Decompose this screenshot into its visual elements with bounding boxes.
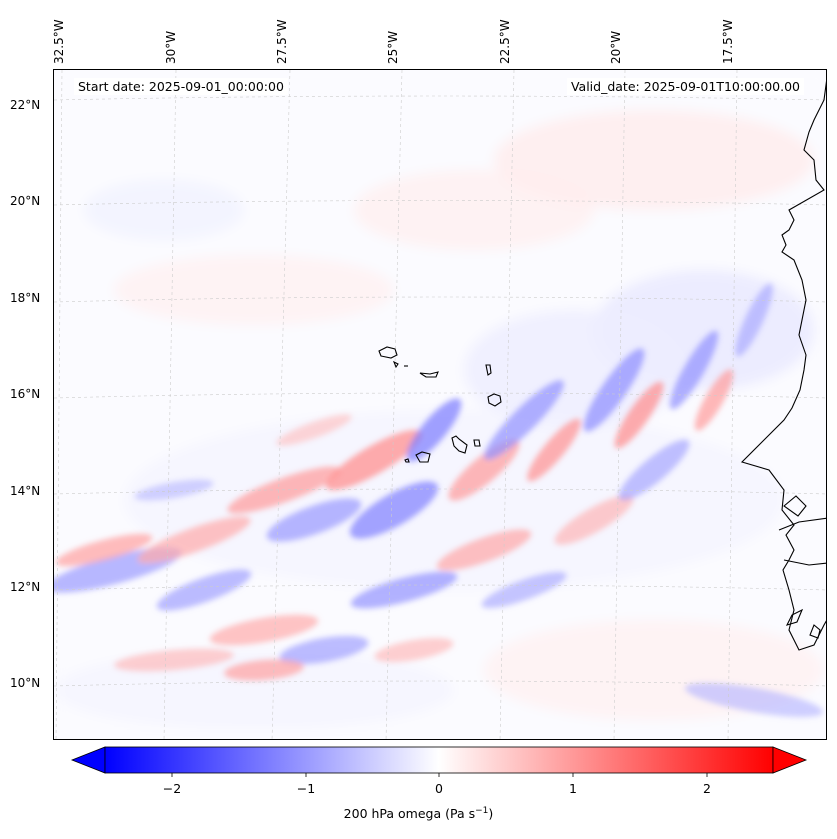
- coastline: [378, 80, 826, 651]
- colorbar-tick-1: 1: [569, 781, 577, 796]
- lat-label-22n: 22°N: [10, 98, 41, 112]
- colorbar-units-close: ): [488, 806, 494, 822]
- omega-field: [54, 70, 826, 739]
- colorbar-ticks: [171, 773, 708, 777]
- colorbar-units-exp: −1: [475, 806, 489, 816]
- colorbar-min-extend: [70, 746, 106, 774]
- valid-date-label: Valid_date: 2025-09-01T10:00:00.00: [566, 78, 804, 95]
- lat-label-16n: 16°N: [10, 387, 41, 401]
- gridlines: [54, 70, 826, 739]
- lat-label-12n: 12°N: [10, 580, 41, 594]
- colorbar-max-extend: [772, 746, 808, 774]
- colorbar-gradient: [104, 746, 774, 774]
- colorbar-label: 200 hPa omega (Pa s−1): [0, 806, 837, 821]
- colorbar: [70, 746, 808, 777]
- colorbar-tick-minus1: −1: [296, 781, 316, 796]
- colorbar-tick-minus2: −2: [162, 781, 182, 796]
- start-date-label: Start date: 2025-09-01_00:00:00: [74, 78, 288, 95]
- colorbar-units: (Pa s: [445, 806, 476, 822]
- colorbar-tick-0: 0: [435, 781, 443, 796]
- colorbar-variable: 200 hPa omega: [343, 806, 442, 822]
- lat-label-18n: 18°N: [10, 291, 41, 305]
- lat-label-10n: 10°N: [10, 676, 41, 690]
- lat-label-14n: 14°N: [10, 484, 41, 498]
- colorbar-tick-2: 2: [703, 781, 711, 796]
- omega-map[interactable]: Start date: 2025-09-01_00:00:00 Valid_da…: [53, 69, 827, 740]
- lat-label-20n: 20°N: [10, 194, 41, 208]
- field-bands: [54, 283, 823, 717]
